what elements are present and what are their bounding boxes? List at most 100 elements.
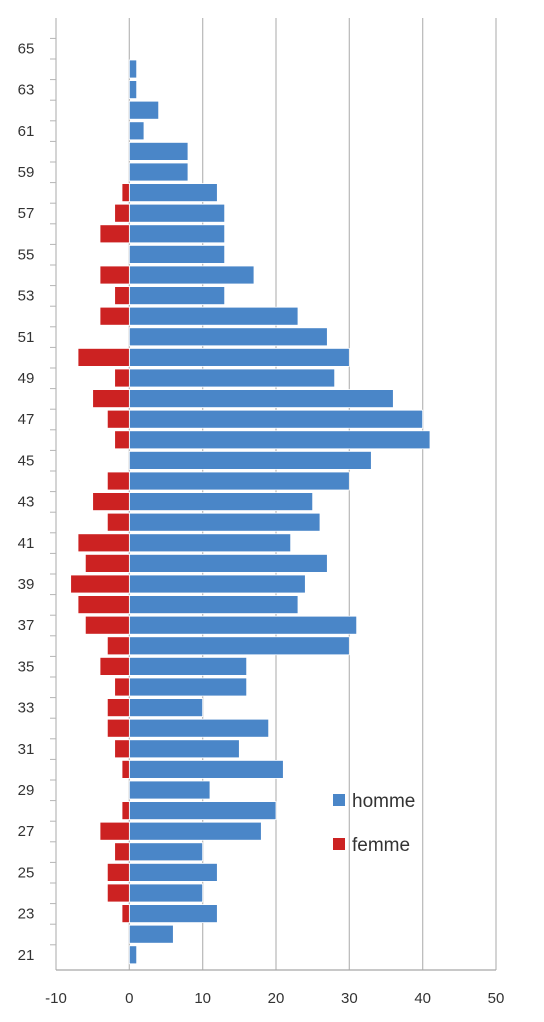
bar-femme-42 bbox=[106, 512, 130, 532]
bar-homme-58 bbox=[128, 183, 218, 203]
bar-femme-58 bbox=[121, 183, 130, 203]
y-tick-label: 51 bbox=[18, 329, 35, 346]
legend-label-homme: homme bbox=[352, 791, 415, 812]
bar-femme-28 bbox=[121, 801, 130, 820]
bar-homme-22 bbox=[128, 924, 174, 944]
bar-femme-38 bbox=[77, 595, 130, 614]
bar-femme-53 bbox=[114, 286, 130, 306]
bar-homme-49 bbox=[128, 368, 336, 388]
bar-homme-30 bbox=[128, 760, 284, 779]
y-tick-label: 47 bbox=[18, 411, 35, 428]
y-tick-label: 29 bbox=[18, 782, 35, 799]
bar-femme-32 bbox=[106, 718, 130, 738]
bar-femme-30 bbox=[121, 760, 130, 779]
y-tick-label: 43 bbox=[18, 494, 35, 511]
bar-homme-61 bbox=[128, 121, 145, 141]
bar-femme-52 bbox=[99, 306, 130, 326]
bar-homme-44 bbox=[128, 471, 350, 491]
x-tick-label: 50 bbox=[488, 990, 505, 1007]
bar-femme-37 bbox=[84, 615, 130, 635]
y-tick-labels: 21 23 25 27 29 31 33 35 37 39 41 43 45 47 49 51 53 55 57 59… bbox=[18, 40, 35, 963]
bar-femme-25 bbox=[106, 863, 130, 882]
y-tick-label: 65 bbox=[18, 40, 35, 57]
bar-homme-55 bbox=[128, 244, 226, 264]
bar-homme-33 bbox=[128, 698, 204, 717]
y-tick-label: 63 bbox=[18, 82, 35, 99]
x-tick-label: 10 bbox=[194, 990, 211, 1007]
y-tick-label: 39 bbox=[18, 576, 35, 593]
x-tick-label: 40 bbox=[414, 990, 431, 1007]
bar-femme-39 bbox=[70, 574, 130, 594]
bar-femme-48 bbox=[92, 389, 130, 409]
bar-homme-32 bbox=[128, 718, 270, 738]
y-tick-label: 25 bbox=[18, 864, 35, 881]
legend-label-femme: femme bbox=[352, 835, 410, 856]
bars bbox=[70, 59, 431, 965]
y-tick-label: 33 bbox=[18, 700, 35, 717]
y-tick-label: 41 bbox=[18, 535, 35, 552]
bar-femme-34 bbox=[114, 677, 130, 697]
bar-homme-59 bbox=[128, 162, 189, 182]
bar-homme-53 bbox=[128, 286, 226, 306]
bar-homme-25 bbox=[128, 863, 218, 882]
y-tick-label: 27 bbox=[18, 823, 35, 840]
bar-homme-64 bbox=[128, 59, 138, 79]
bar-homme-57 bbox=[128, 203, 226, 223]
legend-swatch-homme bbox=[333, 794, 345, 806]
bar-homme-41 bbox=[128, 533, 292, 553]
y-tick-label: 57 bbox=[18, 205, 35, 222]
bar-homme-23 bbox=[128, 904, 218, 923]
bar-homme-26 bbox=[128, 842, 204, 862]
bar-femme-36 bbox=[106, 636, 130, 656]
bar-femme-40 bbox=[84, 554, 130, 573]
bar-femme-31 bbox=[114, 739, 130, 759]
legend-swatch-femme bbox=[333, 838, 345, 850]
y-tick-label: 59 bbox=[18, 164, 35, 181]
y-tick-label: 31 bbox=[18, 741, 35, 758]
x-tick-label: 20 bbox=[268, 990, 285, 1007]
bar-femme-56 bbox=[99, 224, 130, 244]
legend: homme femme bbox=[333, 791, 415, 856]
bar-homme-35 bbox=[128, 657, 248, 676]
bar-femme-33 bbox=[106, 698, 130, 717]
y-tick-label: 37 bbox=[18, 617, 35, 634]
bar-femme-24 bbox=[106, 883, 130, 903]
x-tick-label: 30 bbox=[341, 990, 358, 1007]
bar-homme-42 bbox=[128, 512, 321, 532]
bar-femme-27 bbox=[99, 821, 130, 841]
bar-femme-23 bbox=[121, 904, 130, 923]
bar-homme-60 bbox=[128, 141, 189, 161]
bar-homme-54 bbox=[128, 265, 255, 285]
bar-homme-63 bbox=[128, 80, 138, 99]
bar-femme-44 bbox=[106, 471, 130, 491]
bar-homme-62 bbox=[128, 100, 160, 120]
bar-homme-36 bbox=[128, 636, 350, 656]
bar-homme-34 bbox=[128, 677, 248, 697]
bar-femme-54 bbox=[99, 265, 130, 285]
bar-homme-46 bbox=[128, 430, 431, 450]
bar-homme-29 bbox=[128, 780, 211, 800]
bar-femme-46 bbox=[114, 430, 130, 450]
bar-homme-24 bbox=[128, 883, 204, 903]
bar-femme-57 bbox=[114, 203, 130, 223]
y-tick-label: 45 bbox=[18, 452, 35, 469]
y-tick-label: 23 bbox=[18, 906, 35, 923]
y-tick-label: 21 bbox=[18, 947, 35, 964]
y-tick-label: 55 bbox=[18, 246, 35, 263]
bar-homme-27 bbox=[128, 821, 262, 841]
bar-homme-28 bbox=[128, 801, 277, 820]
bar-femme-35 bbox=[99, 657, 130, 676]
y-tick-label: 35 bbox=[18, 658, 35, 675]
bar-homme-43 bbox=[128, 492, 314, 512]
bar-homme-40 bbox=[128, 554, 328, 573]
y-tick-label: 61 bbox=[18, 123, 35, 140]
bar-homme-48 bbox=[128, 389, 394, 409]
bar-homme-45 bbox=[128, 450, 372, 470]
bar-femme-50 bbox=[77, 347, 130, 367]
bar-homme-21 bbox=[128, 945, 138, 965]
bar-femme-47 bbox=[106, 409, 130, 429]
x-tick-label: 0 bbox=[125, 990, 133, 1007]
bar-homme-52 bbox=[128, 306, 299, 326]
bar-homme-51 bbox=[128, 327, 328, 347]
